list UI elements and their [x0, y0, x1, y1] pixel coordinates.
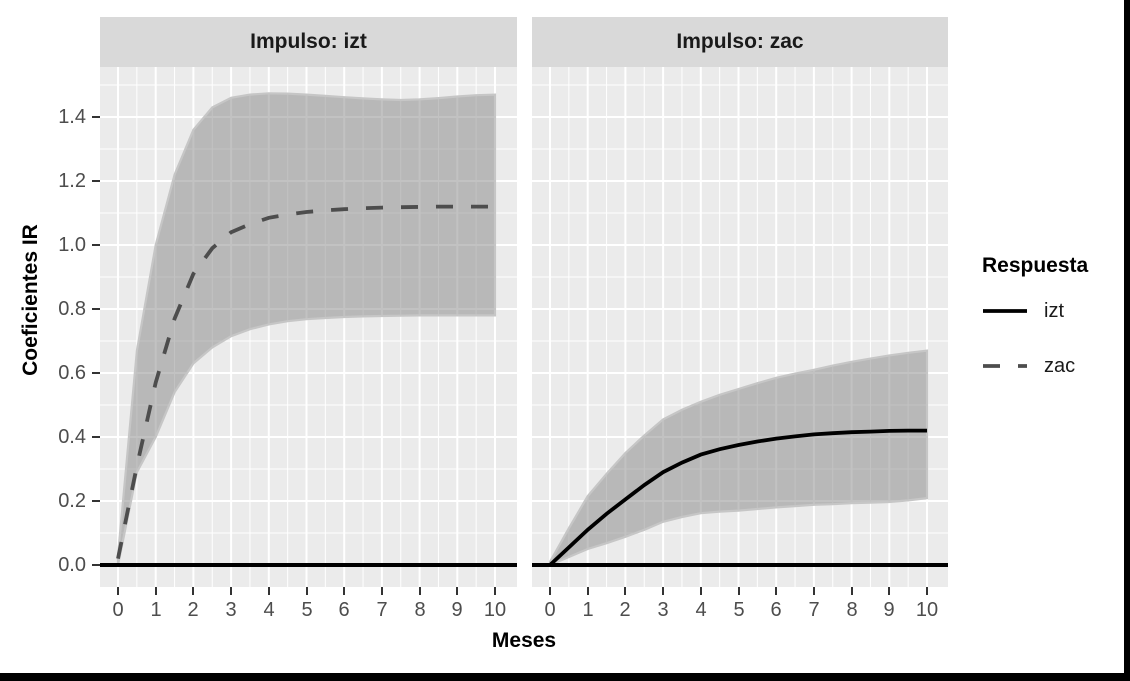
- facet-strip-label: Impulso: izt: [250, 30, 367, 53]
- x-tick-label: 8: [414, 599, 426, 621]
- x-tick-label: 1: [582, 599, 594, 621]
- legend-item-izt: izt: [982, 296, 1112, 326]
- x-tick-label: 5: [301, 599, 313, 621]
- panel-impulso-zac: [532, 67, 948, 587]
- x-tick-mark: [155, 587, 158, 595]
- x-tick-label: 9: [451, 599, 463, 621]
- legend: Respuesta izt zac: [982, 254, 1112, 406]
- x-tick-label: 3: [225, 599, 237, 621]
- legend-label-zac: zac: [1044, 354, 1076, 377]
- x-tick-mark: [456, 587, 459, 595]
- x-tick-label: 1: [150, 599, 162, 621]
- x-tick-mark: [624, 587, 627, 595]
- x-tick-mark: [268, 587, 271, 595]
- y-tick-label: 1.4: [58, 106, 86, 128]
- solid-line-swatch-icon: [983, 309, 1027, 313]
- x-tick-mark: [775, 587, 778, 595]
- y-tick-mark: [92, 564, 100, 567]
- y-tick-mark: [92, 372, 100, 375]
- y-tick-mark: [92, 244, 100, 247]
- legend-label-izt: izt: [1044, 299, 1064, 322]
- x-axis-title: Meses: [491, 629, 557, 652]
- dashed-line-swatch-icon: [983, 364, 1027, 368]
- y-tick-label: 0.4: [58, 426, 86, 448]
- x-tick-label: 4: [695, 599, 707, 621]
- x-tick-mark: [549, 587, 552, 595]
- y-tick-mark: [92, 436, 100, 439]
- confidence-band: [116, 92, 497, 566]
- y-tick-label: 0.0: [58, 554, 86, 576]
- x-tick-label: 6: [770, 599, 782, 621]
- y-tick-mark: [92, 308, 100, 311]
- x-tick-mark: [343, 587, 346, 595]
- x-tick-mark: [888, 587, 891, 595]
- legend-title: Respuesta: [982, 254, 1089, 277]
- x-tick-label: 2: [187, 599, 199, 621]
- x-tick-label: 5: [733, 599, 745, 621]
- x-tick-mark: [851, 587, 854, 595]
- x-tick-label: 10: [483, 599, 507, 621]
- x-tick-mark: [192, 587, 195, 595]
- x-tick-mark: [926, 587, 929, 595]
- y-tick-mark: [92, 116, 100, 119]
- x-tick-mark: [662, 587, 665, 595]
- facet-strip-impulso-izt: Impulso: izt: [100, 17, 517, 67]
- x-tick-mark: [738, 587, 741, 595]
- y-tick-label: 0.8: [58, 298, 86, 320]
- facet-strip-label: Impulso: zac: [676, 30, 804, 53]
- x-tick-label: 4: [263, 599, 275, 621]
- x-tick-label: 6: [338, 599, 350, 621]
- x-tick-mark: [419, 587, 422, 595]
- irf-mean-line-izt: [548, 428, 927, 567]
- x-tick-label: 2: [619, 599, 631, 621]
- x-tick-label: 0: [112, 599, 124, 621]
- legend-item-zac: zac: [982, 351, 1112, 381]
- y-tick-mark: [92, 180, 100, 183]
- confidence-band: [548, 349, 929, 567]
- x-tick-label: 7: [376, 599, 388, 621]
- y-tick-label: 0.2: [58, 490, 86, 512]
- x-tick-label: 9: [883, 599, 895, 621]
- x-tick-mark: [230, 587, 233, 595]
- window-border-right: [1124, 0, 1130, 681]
- irf-mean-line-zac: [116, 204, 495, 559]
- x-tick-mark: [306, 587, 309, 595]
- x-tick-mark: [117, 587, 120, 595]
- x-tick-label: 8: [846, 599, 858, 621]
- x-tick-mark: [587, 587, 590, 595]
- y-tick-label: 0.6: [58, 362, 86, 384]
- x-tick-label: 0: [544, 599, 556, 621]
- window-border-bottom: [0, 673, 1130, 681]
- x-tick-label: 7: [808, 599, 820, 621]
- x-tick-label: 10: [915, 599, 939, 621]
- x-tick-mark: [813, 587, 816, 595]
- x-tick-mark: [494, 587, 497, 595]
- facet-strip-impulso-zac: Impulso: zac: [532, 17, 948, 67]
- x-tick-mark: [700, 587, 703, 595]
- x-tick-label: 3: [657, 599, 669, 621]
- y-tick-label: 1.2: [58, 170, 86, 192]
- y-tick-mark: [92, 500, 100, 503]
- y-tick-label: 1.0: [58, 234, 86, 256]
- x-tick-mark: [381, 587, 384, 595]
- panel-impulso-izt: [100, 67, 517, 587]
- y-axis-title: Coeficientes IR: [19, 224, 42, 376]
